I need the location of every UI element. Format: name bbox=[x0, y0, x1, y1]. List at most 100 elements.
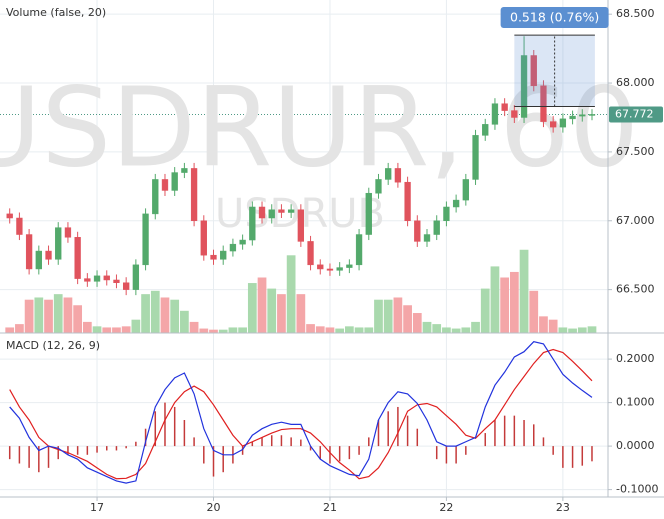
volume-bar bbox=[73, 305, 83, 333]
y-tick-label: 68.500 bbox=[616, 7, 655, 20]
candle-body bbox=[278, 209, 285, 213]
volume-bar bbox=[199, 328, 209, 333]
volume-bar bbox=[364, 327, 374, 333]
candle-body bbox=[287, 209, 295, 213]
candle-body bbox=[326, 268, 334, 271]
volume-bar bbox=[403, 305, 412, 333]
candle-body bbox=[317, 264, 324, 270]
last-price-box bbox=[609, 106, 663, 123]
volume-bar bbox=[102, 327, 112, 333]
volume-bar bbox=[92, 326, 102, 333]
y-tick-label: 0.2000 bbox=[616, 352, 655, 365]
volume-bar bbox=[480, 288, 490, 333]
volume-bar bbox=[577, 327, 587, 333]
volume-bar bbox=[112, 327, 121, 333]
candle-body bbox=[35, 250, 42, 270]
candle-body bbox=[443, 206, 450, 222]
volume-bar bbox=[82, 321, 92, 333]
x-tick-label: 20 bbox=[207, 501, 221, 514]
candle-body bbox=[482, 124, 489, 136]
candle-body bbox=[84, 278, 91, 282]
volume-bar bbox=[539, 316, 548, 333]
candle-body bbox=[511, 110, 518, 118]
volume-bar bbox=[209, 329, 218, 333]
candle-body bbox=[385, 168, 392, 180]
volume-bar bbox=[238, 327, 247, 333]
candle-body bbox=[414, 220, 421, 242]
candle-body bbox=[540, 85, 547, 122]
candle-body bbox=[258, 206, 266, 219]
volume-bar bbox=[451, 328, 461, 333]
signal-line bbox=[9, 348, 593, 480]
candle-body bbox=[433, 220, 440, 235]
candle-body bbox=[472, 135, 479, 180]
candle-body bbox=[550, 121, 557, 128]
overlay-layer: 66.500 67.000 67.500 68.000 68.500 67.772 0.51… bbox=[90, 7, 663, 514]
candle-body bbox=[181, 168, 188, 173]
volume-bar bbox=[15, 324, 24, 333]
candle-body bbox=[16, 217, 23, 235]
candle-body bbox=[365, 192, 372, 235]
measurement-box bbox=[514, 35, 595, 107]
volume-bar bbox=[5, 327, 15, 333]
x-tick-label: 17 bbox=[90, 501, 104, 514]
volume-bar bbox=[180, 310, 189, 333]
y-tick-label: 67.000 bbox=[616, 214, 655, 227]
last-price-label: 67.772 bbox=[615, 107, 654, 120]
candle-body bbox=[200, 220, 207, 256]
candle-body bbox=[520, 55, 528, 118]
candle-body bbox=[491, 103, 499, 125]
candle-body bbox=[375, 179, 382, 194]
x-tick-label: 21 bbox=[323, 501, 337, 514]
candle-body bbox=[93, 275, 101, 282]
volume-bar bbox=[247, 283, 257, 333]
volume-bar bbox=[461, 327, 471, 333]
candle-body bbox=[404, 181, 411, 222]
candle-body bbox=[210, 254, 217, 260]
volume-bar bbox=[548, 319, 558, 333]
volume-bar bbox=[150, 290, 160, 333]
volume-bar bbox=[306, 324, 315, 333]
y-tick-label: 0.1000 bbox=[616, 396, 655, 409]
y-tick-label: 68.000 bbox=[616, 76, 655, 89]
volume-bar bbox=[471, 321, 480, 333]
candle-body bbox=[559, 118, 567, 128]
volume-bar bbox=[315, 326, 325, 333]
candle-body bbox=[229, 243, 237, 252]
candle-body bbox=[297, 209, 305, 242]
volume-bar bbox=[325, 327, 335, 333]
candle-body bbox=[462, 179, 469, 201]
candle-body bbox=[423, 234, 431, 242]
volume-bar bbox=[432, 324, 442, 333]
candle-body bbox=[588, 114, 596, 116]
y-tick-label: 0.0000 bbox=[616, 439, 655, 452]
candle-body bbox=[355, 234, 363, 266]
volume-bar bbox=[558, 327, 568, 333]
candle-body bbox=[161, 179, 169, 191]
volume-bar bbox=[44, 299, 53, 333]
volume-bar bbox=[354, 327, 364, 333]
volume-legend: Volume (false, 20) bbox=[6, 6, 106, 19]
volume-bar bbox=[286, 255, 296, 333]
volume-bar bbox=[189, 321, 199, 333]
volume-bar bbox=[34, 297, 44, 333]
volume-bar bbox=[24, 299, 34, 333]
y-tick-label: 67.500 bbox=[616, 145, 655, 158]
candle-body bbox=[132, 264, 140, 290]
volume-bar bbox=[170, 299, 180, 333]
volume-bar bbox=[509, 271, 519, 333]
measurement-label: 0.518 (0.76%) bbox=[510, 10, 599, 25]
volume-bar bbox=[519, 249, 529, 333]
volume-bar bbox=[267, 288, 277, 333]
volume-bar bbox=[228, 327, 238, 333]
volume-bar bbox=[277, 294, 286, 333]
candle-body bbox=[6, 213, 13, 219]
candle-body bbox=[530, 55, 537, 87]
candle-body bbox=[152, 179, 159, 215]
macd-legend: MACD (12, 26, 9) bbox=[6, 339, 100, 352]
candle-body bbox=[249, 206, 256, 241]
volume-bar bbox=[490, 266, 500, 333]
